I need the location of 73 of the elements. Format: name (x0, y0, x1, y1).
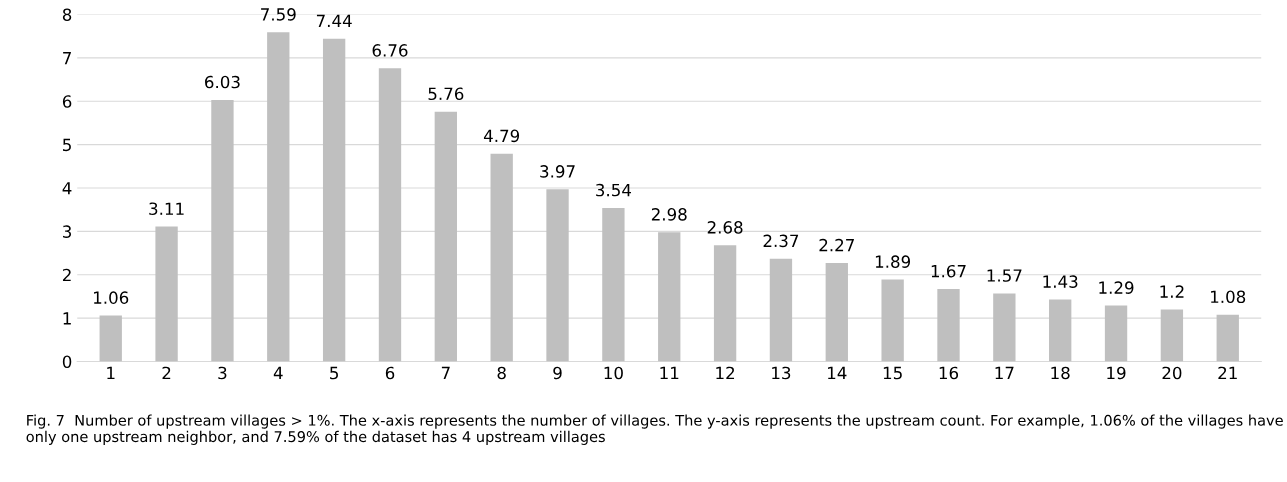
bar (267, 32, 290, 362)
y-tick-label: 4 (62, 182, 72, 195)
data-label: 1.67 (931, 264, 966, 278)
x-tick-label: 9 (553, 366, 562, 380)
x-tick-label: 18 (1051, 366, 1070, 380)
y-tick-label: 5 (63, 138, 71, 152)
data-label: 4.79 (483, 129, 520, 143)
data-label: 1.06 (94, 291, 129, 304)
bar (602, 207, 625, 362)
data-label: 1.89 (875, 255, 911, 268)
y-tick-label: 2 (62, 268, 71, 282)
x-tick-label: 11 (660, 366, 679, 380)
x-tick-label: 7 (441, 366, 450, 380)
data-label: 1.43 (1043, 275, 1078, 288)
data-label: 1.57 (987, 269, 1022, 282)
data-label: 1.08 (1211, 290, 1246, 304)
data-label: 2.98 (651, 208, 687, 221)
caption: Fig. 7 Number of upstream villages > 1%. The x-axis represents the number of villages. The y-axis represents the upstream count. For example, 1.06% of the villages have only one upstream neighbor, and 7.59% of the dataset has 4 upstream villages (26, 414, 1283, 445)
x-tick-label: 4 (273, 366, 283, 380)
x-tick-label: 1 (107, 366, 115, 380)
x-tick-label: 20 (1162, 366, 1182, 380)
x-tick-label: 8 (497, 366, 506, 380)
x-tick-label: 15 (883, 366, 902, 380)
data-label: 3.97 (540, 165, 575, 178)
bar (769, 258, 793, 362)
data-label: 2.37 (763, 234, 799, 248)
x-tick-label: 14 (828, 366, 847, 380)
bar (825, 263, 848, 362)
bar (1160, 309, 1184, 362)
x-tick-label: 19 (1107, 366, 1126, 380)
y-tick-label: 8 (62, 8, 72, 22)
bar (155, 226, 178, 362)
bar (490, 153, 513, 362)
x-tick-label: 21 (1218, 366, 1237, 380)
bar (1104, 305, 1128, 362)
data-label: 5.76 (428, 87, 464, 101)
data-label: 2.68 (707, 221, 743, 234)
x-tick-label: 6 (385, 366, 395, 380)
x-tick-label: 17 (995, 366, 1014, 380)
bar (99, 315, 122, 362)
data-label: 7.59 (261, 8, 296, 21)
y-tick-label: 0 (62, 355, 72, 369)
bar (993, 293, 1016, 362)
y-tick-label: 1 (63, 312, 71, 325)
bar (322, 38, 346, 362)
bar (937, 289, 960, 362)
bar (434, 111, 458, 362)
x-tick-label: 13 (772, 366, 791, 380)
bar (658, 232, 681, 362)
bar (1049, 299, 1072, 362)
bar (1216, 314, 1239, 362)
data-label: 6.76 (372, 44, 408, 57)
bar (713, 245, 737, 362)
bar (881, 279, 904, 362)
data-label: 1.29 (1099, 281, 1134, 294)
bar (211, 99, 234, 362)
data-label: 1.2 (1160, 285, 1184, 298)
data-label: 7.44 (316, 14, 352, 27)
y-tick-label: 3 (63, 225, 72, 238)
data-label: 3.11 (149, 202, 184, 216)
x-tick-label: 12 (716, 366, 735, 380)
x-tick-label: 5 (330, 366, 338, 380)
y-tick-label: 6 (62, 95, 72, 108)
x-tick-label: 16 (939, 366, 959, 380)
data-label: 3.54 (596, 183, 632, 197)
data-label: 6.03 (205, 75, 240, 89)
x-tick-label: 3 (218, 366, 227, 380)
y-tick-label: 7 (63, 52, 71, 65)
bar (378, 68, 402, 362)
data-label: 2.27 (819, 238, 854, 252)
x-tick-label: 10 (604, 366, 623, 380)
x-tick-label: 2 (162, 366, 171, 380)
bar (546, 189, 569, 362)
